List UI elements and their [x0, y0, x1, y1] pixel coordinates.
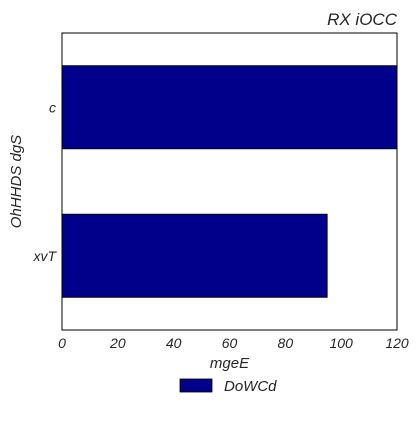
y-tick-label: c: [49, 99, 56, 115]
bar-xvT: [61, 213, 328, 298]
y-tick-labels: c xvT: [32, 99, 57, 264]
legend-swatch: [179, 378, 213, 393]
legend: DoWCd: [179, 378, 277, 395]
chart-title: RX iOCC: [327, 10, 398, 29]
x-tick-label: 40: [166, 335, 182, 351]
x-tick-labels: 0 20 40 60 80 100 120: [58, 335, 409, 351]
bar-c: [61, 65, 398, 150]
x-tick-label: 60: [222, 335, 238, 351]
x-tick-label: 80: [278, 335, 294, 351]
y-axis-label: OhHHDS dgS: [8, 135, 25, 228]
plot-frame: [61, 32, 398, 331]
x-tick-label: 100: [329, 335, 353, 351]
x-axis-label: mgeE: [210, 355, 250, 372]
y-tick-label: xvT: [32, 248, 57, 264]
x-tick-label: 20: [109, 335, 126, 351]
x-tick-label: 0: [58, 335, 66, 351]
legend-label: DoWCd: [224, 378, 277, 395]
bars-group: [61, 65, 398, 298]
x-tick-label: 120: [385, 335, 409, 351]
